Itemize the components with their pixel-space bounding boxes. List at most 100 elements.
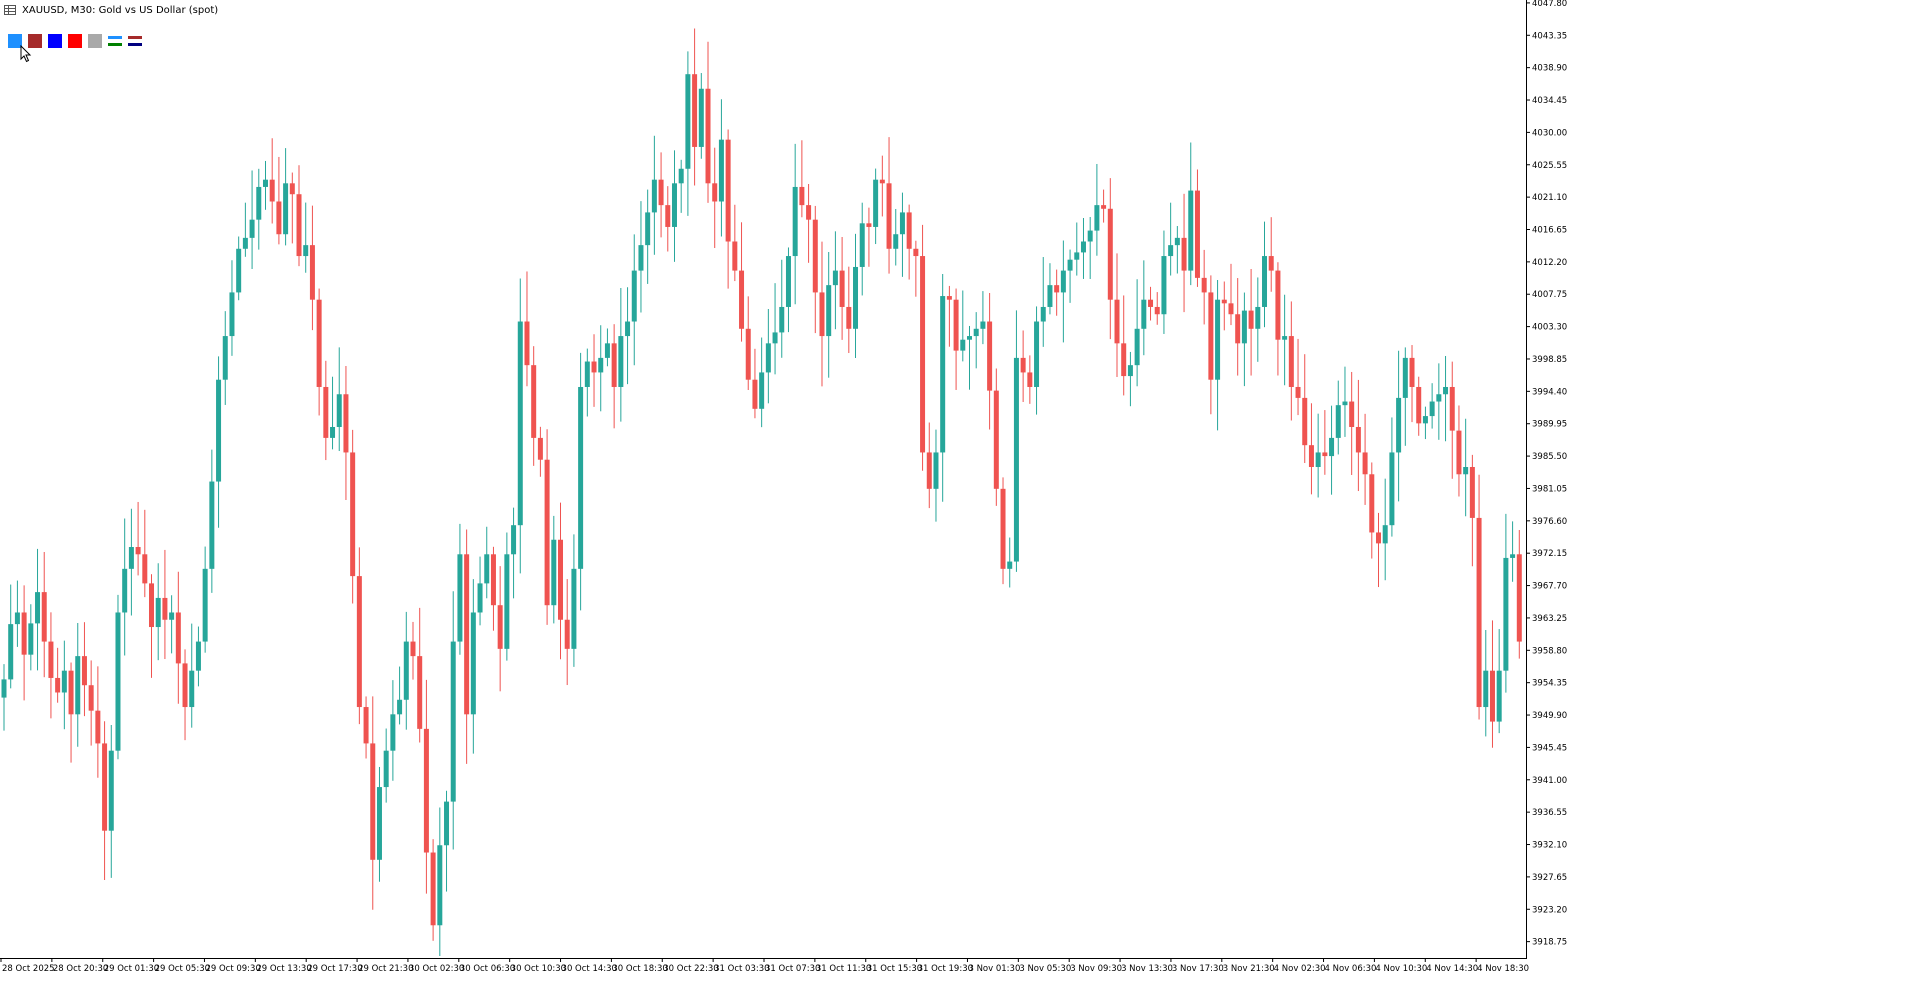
candle[interactable]: [28, 604, 34, 671]
candle[interactable]: [832, 231, 838, 330]
candle[interactable]: [1315, 413, 1321, 498]
candle[interactable]: [457, 523, 463, 655]
candle[interactable]: [685, 51, 691, 216]
candle[interactable]: [598, 325, 604, 412]
candle[interactable]: [1329, 405, 1335, 495]
candle[interactable]: [1194, 169, 1200, 287]
candle[interactable]: [376, 766, 382, 882]
candle[interactable]: [182, 649, 188, 741]
candle[interactable]: [1396, 350, 1402, 502]
candle[interactable]: [1074, 222, 1080, 276]
candle[interactable]: [1034, 306, 1040, 415]
candle[interactable]: [1449, 361, 1455, 479]
candle[interactable]: [631, 234, 637, 366]
candle[interactable]: [591, 334, 597, 407]
candle[interactable]: [356, 547, 362, 725]
candle[interactable]: [819, 241, 825, 387]
candle[interactable]: [873, 168, 879, 245]
candle[interactable]: [497, 566, 503, 692]
candle[interactable]: [1067, 249, 1073, 303]
candle[interactable]: [859, 202, 865, 296]
candle[interactable]: [296, 165, 302, 267]
candle[interactable]: [450, 591, 456, 850]
candle[interactable]: [1476, 474, 1482, 720]
candle[interactable]: [732, 204, 738, 282]
candle[interactable]: [692, 28, 698, 186]
candle[interactable]: [350, 429, 356, 604]
candle[interactable]: [209, 449, 215, 593]
candle[interactable]: [437, 807, 443, 956]
candle[interactable]: [1302, 354, 1308, 464]
candle[interactable]: [41, 551, 47, 678]
candle[interactable]: [256, 168, 262, 250]
candle[interactable]: [430, 839, 436, 941]
candle[interactable]: [960, 290, 966, 362]
candle[interactable]: [558, 502, 564, 660]
candle[interactable]: [1436, 363, 1442, 440]
candle[interactable]: [792, 143, 798, 305]
candle[interactable]: [578, 352, 584, 611]
candle[interactable]: [242, 202, 248, 257]
candle[interactable]: [1094, 163, 1100, 256]
candle[interactable]: [772, 283, 778, 375]
candle[interactable]: [671, 150, 677, 262]
candle[interactable]: [417, 607, 423, 743]
candle[interactable]: [423, 679, 429, 894]
candle[interactable]: [980, 291, 986, 345]
candle[interactable]: [1181, 193, 1187, 313]
candle[interactable]: [1322, 410, 1328, 475]
candle[interactable]: [517, 278, 523, 574]
candle[interactable]: [1275, 262, 1281, 376]
candle[interactable]: [1, 664, 7, 731]
candle[interactable]: [1268, 217, 1274, 292]
candle[interactable]: [1469, 454, 1475, 567]
candle[interactable]: [397, 666, 403, 725]
candle[interactable]: [1188, 142, 1194, 286]
candle[interactable]: [1503, 513, 1509, 693]
candle[interactable]: [1335, 380, 1341, 455]
candle[interactable]: [1255, 277, 1261, 362]
candle[interactable]: [638, 201, 644, 313]
candle[interactable]: [363, 696, 369, 759]
candle[interactable]: [1080, 218, 1086, 279]
candle[interactable]: [122, 518, 128, 656]
candle[interactable]: [1007, 537, 1013, 588]
candle[interactable]: [1248, 269, 1254, 376]
candle[interactable]: [1228, 263, 1234, 326]
candle[interactable]: [987, 293, 993, 430]
candle[interactable]: [658, 152, 664, 238]
candle[interactable]: [61, 640, 67, 730]
candle[interactable]: [175, 571, 181, 704]
candle[interactable]: [544, 429, 550, 625]
candle[interactable]: [1516, 530, 1522, 659]
candle[interactable]: [718, 99, 724, 237]
candle[interactable]: [236, 236, 242, 301]
candle[interactable]: [1241, 292, 1247, 387]
candle[interactable]: [1201, 249, 1207, 325]
candle[interactable]: [665, 186, 671, 252]
candle[interactable]: [55, 647, 61, 703]
candle[interactable]: [289, 172, 295, 244]
candle[interactable]: [531, 346, 537, 466]
candle[interactable]: [1020, 330, 1026, 402]
candle[interactable]: [1362, 413, 1368, 505]
candle[interactable]: [1174, 226, 1180, 274]
candle[interactable]: [846, 266, 852, 354]
candle[interactable]: [920, 224, 926, 471]
candle[interactable]: [470, 579, 476, 754]
candle[interactable]: [678, 159, 684, 213]
candle[interactable]: [725, 129, 731, 289]
candle[interactable]: [95, 666, 101, 778]
candle[interactable]: [604, 328, 610, 367]
candle[interactable]: [1288, 301, 1294, 421]
candle[interactable]: [1422, 406, 1428, 440]
candle[interactable]: [1000, 477, 1006, 585]
candle[interactable]: [1134, 279, 1140, 387]
candle[interactable]: [1429, 383, 1435, 429]
candle[interactable]: [1221, 281, 1227, 331]
candle[interactable]: [853, 233, 859, 359]
candle[interactable]: [933, 429, 939, 522]
candle[interactable]: [1349, 371, 1355, 475]
